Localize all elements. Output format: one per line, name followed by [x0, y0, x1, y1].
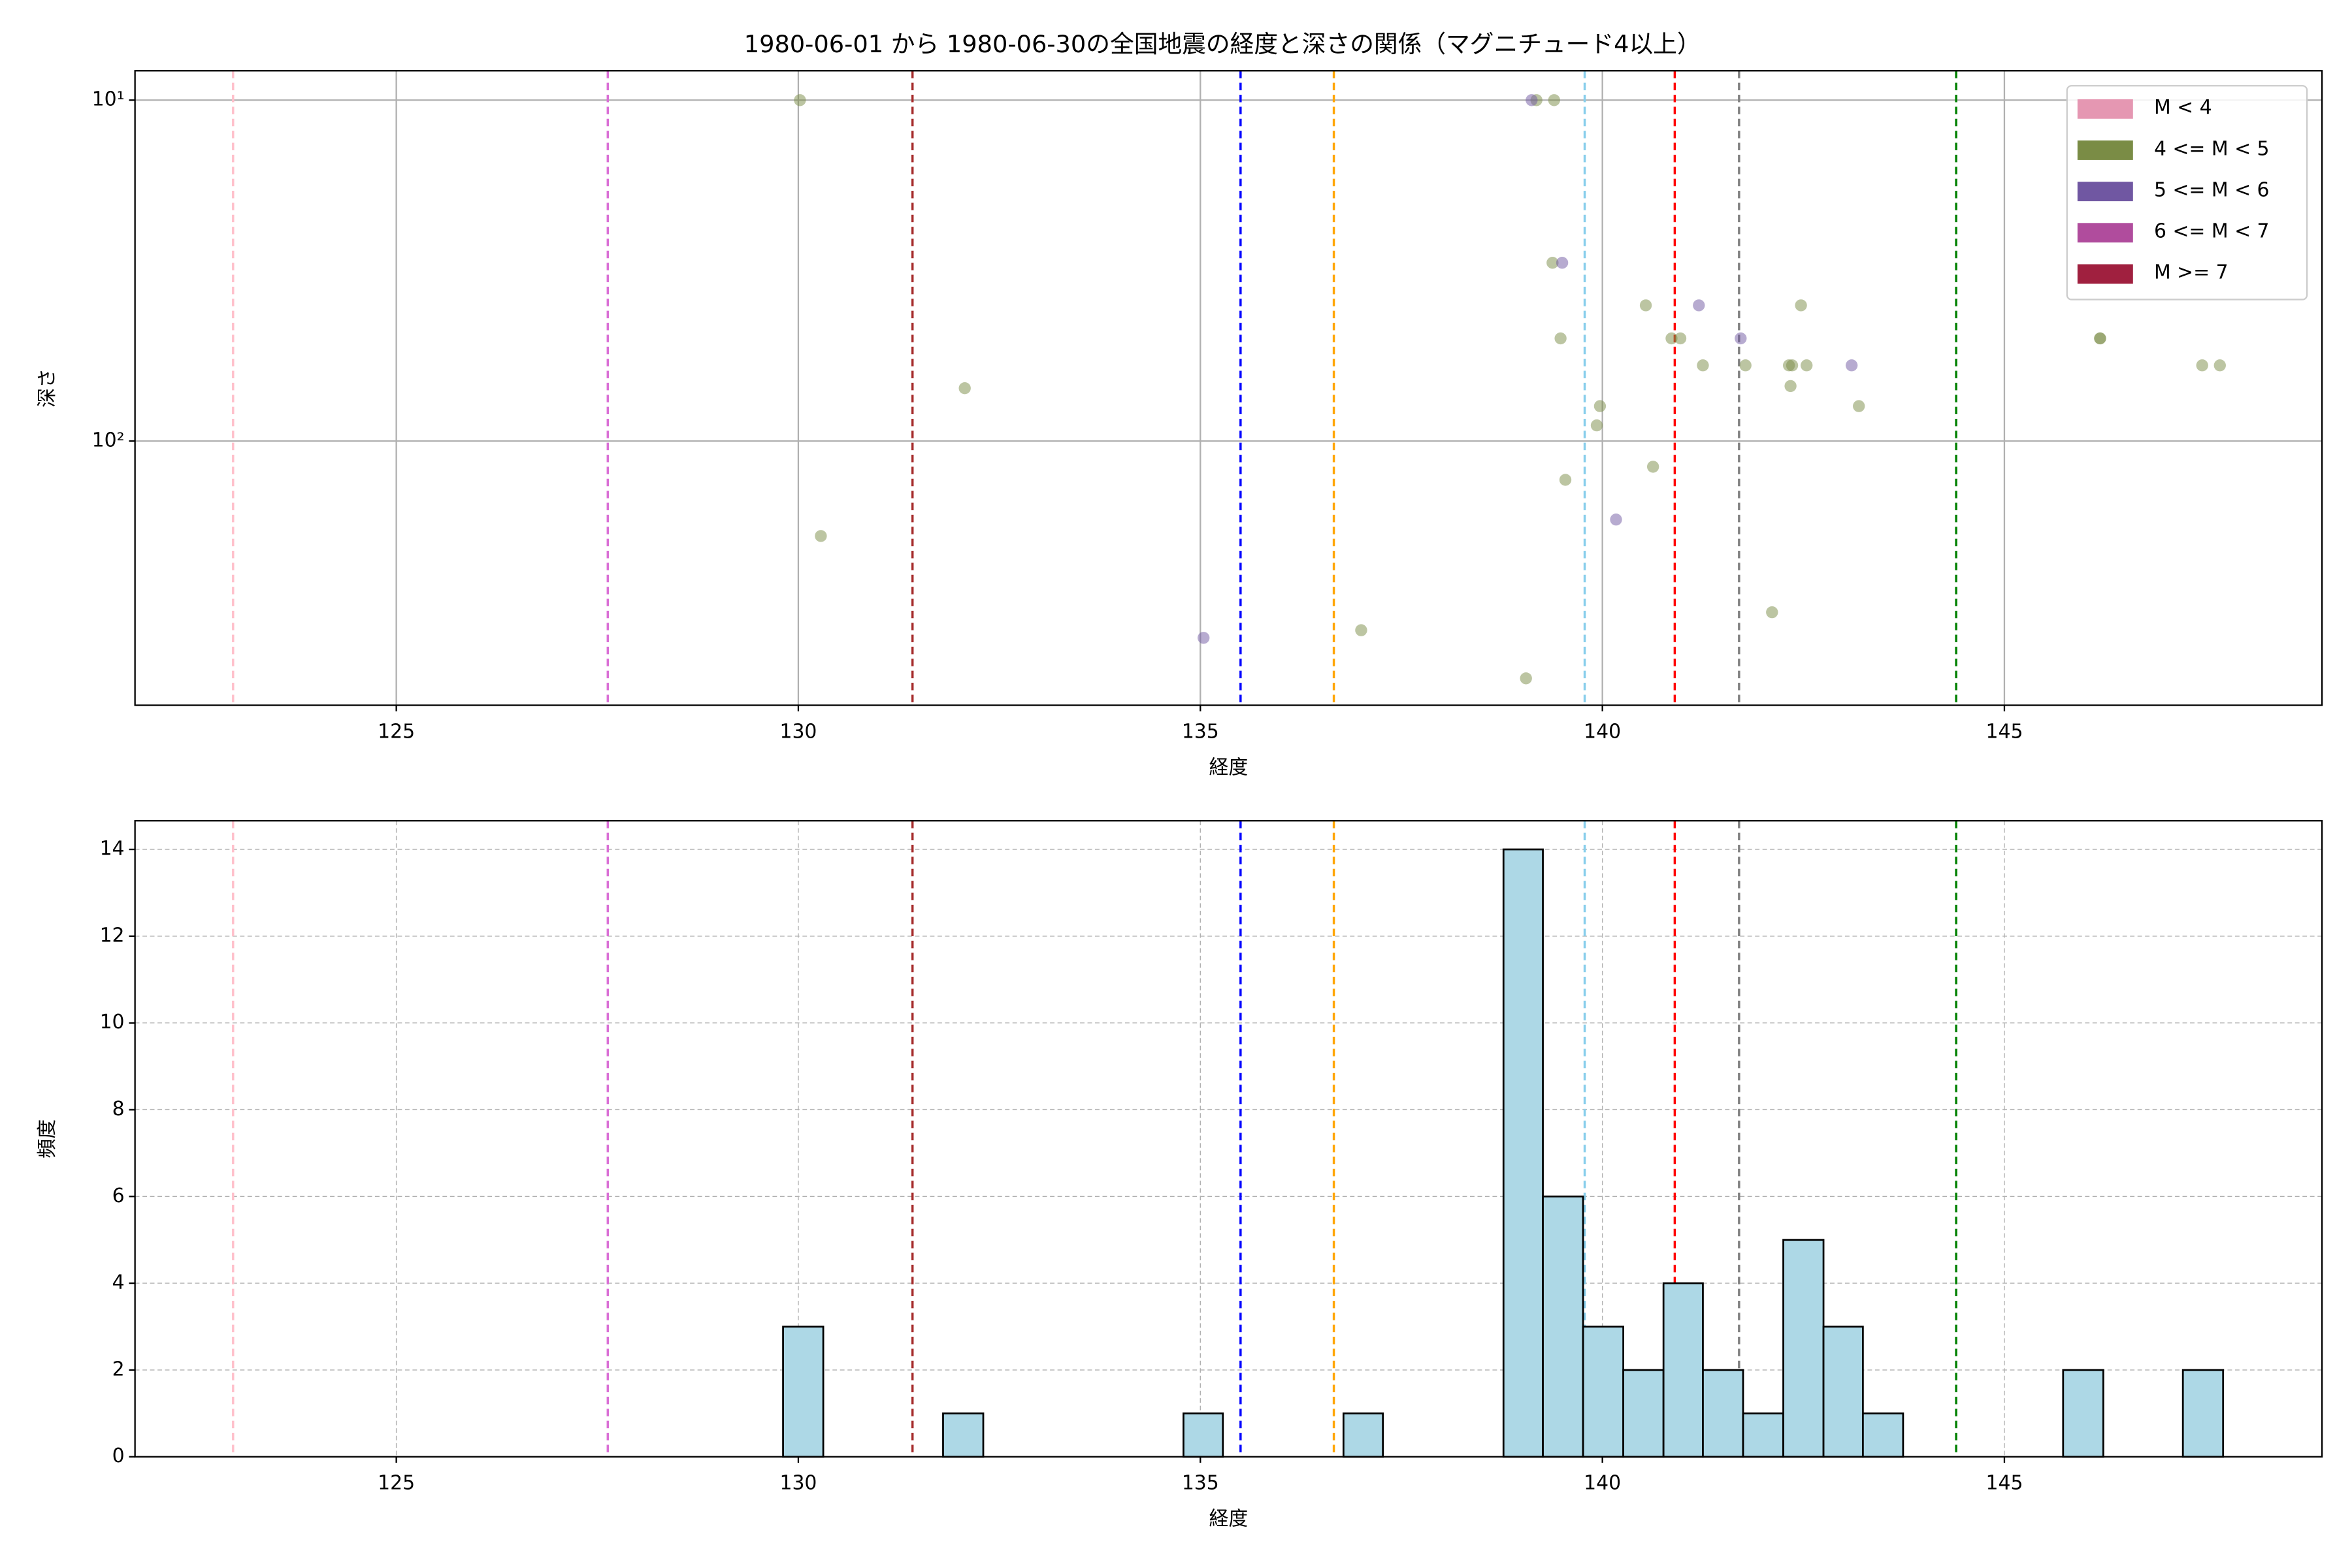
x-tick-label: 140	[1584, 720, 1621, 743]
y-tick-label: 0	[112, 1445, 125, 1467]
point	[958, 382, 971, 395]
bar	[2181, 1369, 2225, 1458]
legend-swatch	[2077, 99, 2133, 119]
bar	[1662, 1282, 1704, 1458]
point	[1697, 359, 1709, 372]
bar	[1542, 1195, 1584, 1458]
point	[1845, 359, 1858, 372]
point	[2094, 332, 2106, 345]
x-tick-label: 135	[1182, 1472, 1219, 1495]
legend-label: M >= 7	[2154, 261, 2229, 284]
bar	[1502, 848, 1544, 1458]
point	[1610, 514, 1622, 526]
point	[1665, 332, 1678, 345]
bar	[2062, 1369, 2104, 1458]
point	[1784, 380, 1797, 393]
y-tick-label: 10²	[92, 429, 125, 451]
point	[794, 94, 806, 106]
point	[1795, 299, 1807, 312]
legend-label: 4 <= M < 5	[2154, 137, 2270, 160]
plot-frame	[134, 70, 2323, 706]
point	[1355, 624, 1367, 636]
x-tick-label: 135	[1182, 720, 1219, 743]
point	[1801, 359, 1813, 372]
y-tick-label: 10	[100, 1011, 125, 1034]
bar	[1622, 1369, 1665, 1458]
point	[1853, 400, 1865, 412]
x-tick-label: 125	[378, 1472, 415, 1495]
point	[1559, 474, 1572, 486]
y-tick-label: 2	[112, 1358, 125, 1380]
point	[1766, 606, 1778, 619]
point	[1739, 359, 1752, 372]
bar	[942, 1412, 985, 1458]
legend-box	[2066, 85, 2308, 301]
legend: M < 4 4 <= M < 5 5 <= M < 6 6 <= M < 7 M >= …	[2066, 85, 2308, 301]
point	[1546, 257, 1559, 269]
point	[1556, 257, 1569, 269]
legend-swatch	[2077, 140, 2133, 160]
x-tick-label: 125	[378, 720, 415, 743]
bar	[782, 1326, 825, 1458]
point	[1693, 299, 1705, 312]
legend-swatch	[2077, 264, 2133, 284]
y-tick-label: 14	[100, 838, 125, 860]
chart-title: 1980-06-01 から 1980-06-30の全国地震の経度と深さの関係（マ…	[744, 30, 1701, 58]
bar	[1702, 1369, 1744, 1458]
bar	[1782, 1239, 1825, 1458]
bar	[1183, 1412, 1224, 1458]
point	[1526, 94, 1538, 106]
x-tick-label: 140	[1584, 1472, 1621, 1495]
point	[1639, 299, 1652, 312]
point	[2213, 359, 2226, 372]
point	[1548, 94, 1560, 106]
point	[1674, 332, 1687, 345]
bar	[1822, 1326, 1864, 1458]
point	[1590, 419, 1603, 432]
x-tick-label: 130	[779, 720, 817, 743]
bar	[1342, 1412, 1384, 1458]
legend-label: M < 4	[2154, 96, 2212, 119]
legend-swatch	[2077, 223, 2133, 243]
bar	[1861, 1412, 1904, 1458]
bar	[1582, 1326, 1624, 1458]
y-tick-label: 6	[112, 1184, 125, 1207]
y-tick-label: 12	[100, 924, 125, 947]
plot-frame	[134, 820, 2323, 1458]
point	[1735, 332, 1747, 345]
y-tick-label: 4	[112, 1271, 125, 1294]
x-tick-label: 145	[1985, 720, 2023, 743]
point	[815, 530, 827, 542]
point	[2196, 359, 2208, 372]
x-axis-label: 経度	[1209, 756, 1249, 779]
y-tick-label: 10¹	[92, 88, 125, 111]
x-tick-label: 145	[1985, 1472, 2023, 1495]
x-axis-label: 経度	[1209, 1508, 1249, 1531]
legend-label: 5 <= M < 6	[2154, 178, 2270, 201]
point	[1786, 359, 1799, 372]
point	[1593, 400, 1607, 412]
point	[1520, 672, 1532, 685]
x-tick-label: 130	[779, 1472, 817, 1495]
y-axis-label: 頻度	[36, 1119, 59, 1158]
point	[1646, 461, 1659, 473]
y-tick-label: 8	[112, 1098, 125, 1120]
point	[1554, 332, 1567, 345]
legend-label: 6 <= M < 7	[2154, 220, 2270, 243]
point	[1198, 632, 1210, 644]
y-axis-label: 深さ	[36, 368, 59, 408]
bar	[1742, 1412, 1784, 1458]
legend-swatch	[2077, 182, 2133, 202]
